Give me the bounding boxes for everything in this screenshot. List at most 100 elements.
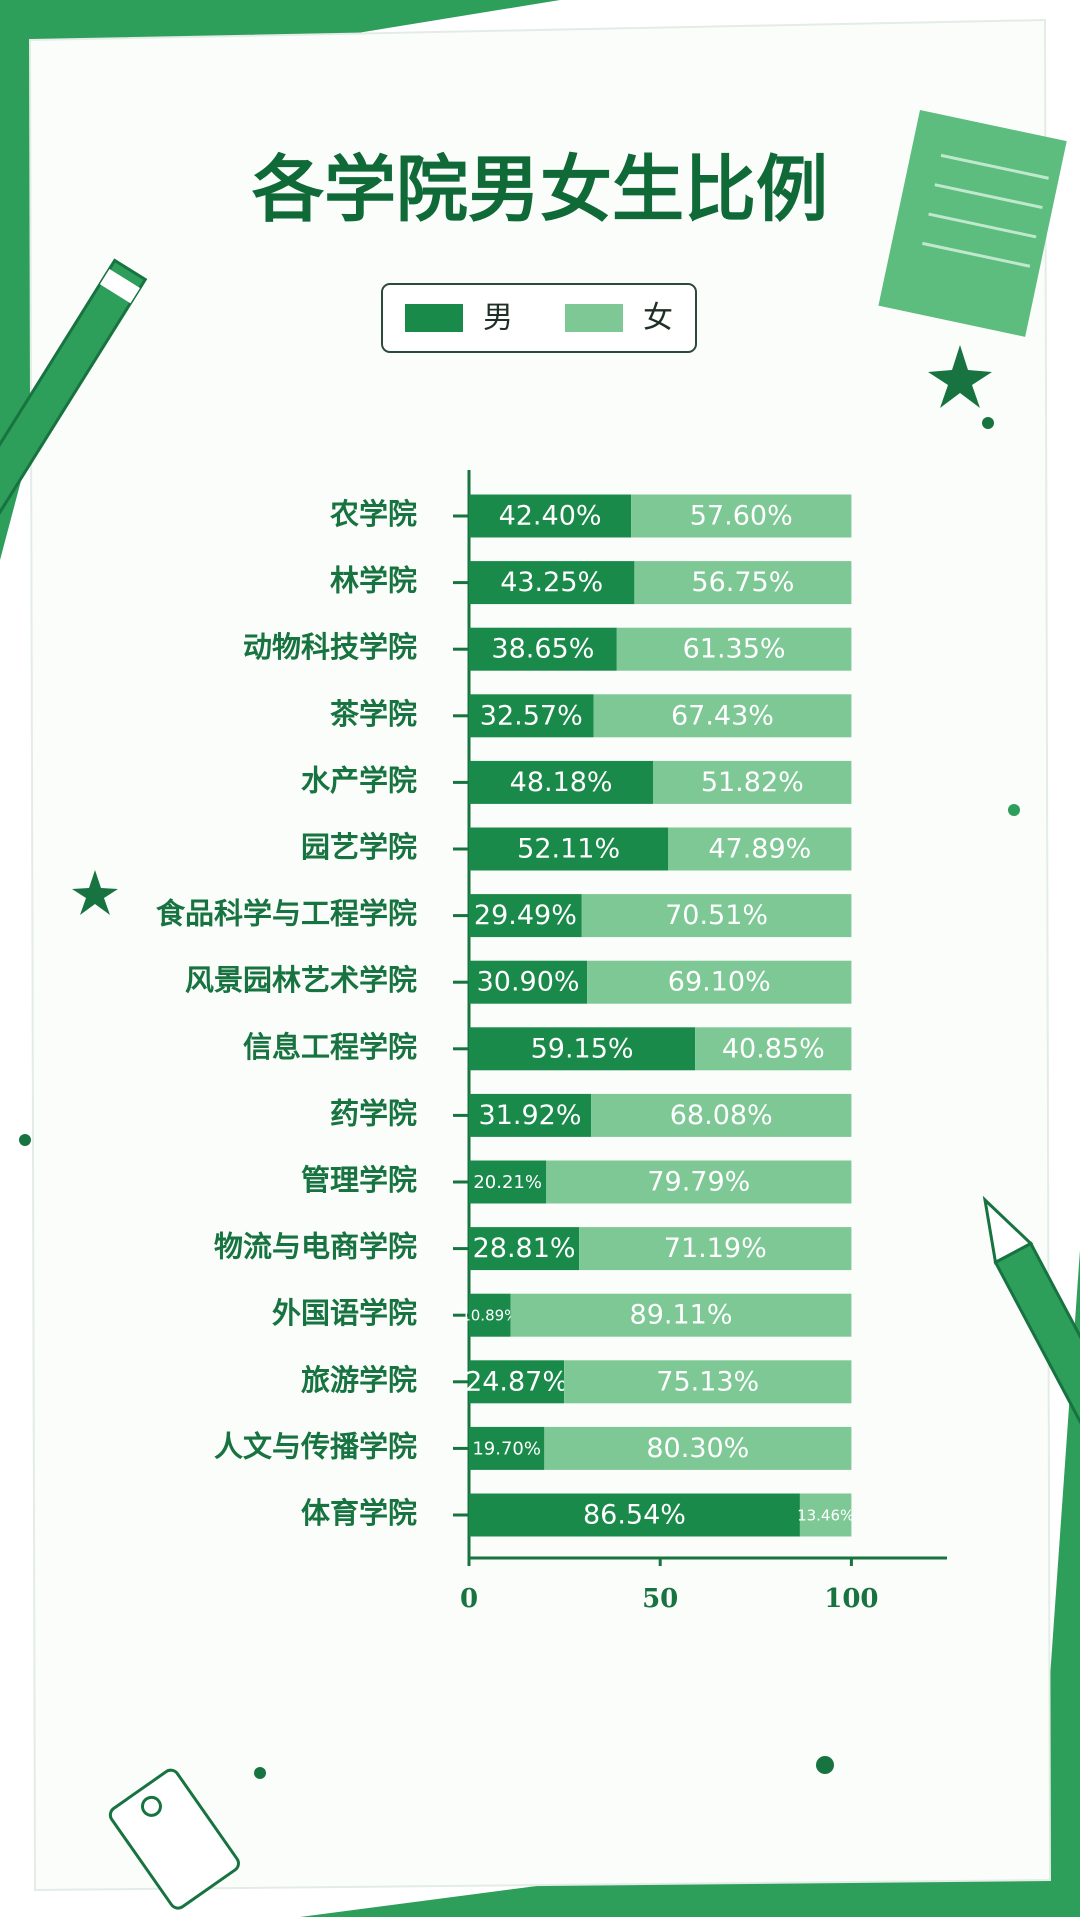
bar-segment <box>469 960 588 1004</box>
bar-segment <box>469 1227 580 1271</box>
legend-label: 男 <box>483 301 513 336</box>
y-tick-label: 茶学院 <box>330 697 417 731</box>
y-tick-label: 体育学院 <box>301 1496 417 1530</box>
bar-segment <box>469 894 582 938</box>
bar-segment <box>668 827 852 871</box>
bar-segment <box>469 760 654 804</box>
legend-swatch <box>405 304 463 332</box>
y-tick-label: 药学院 <box>330 1096 417 1130</box>
bar-segment <box>799 1493 852 1537</box>
bar-segment <box>653 760 852 804</box>
bar-segment <box>469 494 632 538</box>
value-label: 61.35% <box>683 634 786 665</box>
bar-segment <box>469 1160 547 1204</box>
value-label: 59.15% <box>531 1033 634 1064</box>
notebook <box>878 110 1067 337</box>
star <box>928 345 992 408</box>
pencil <box>0 258 148 537</box>
value-label: 48.18% <box>510 767 613 798</box>
bar-segment <box>587 960 852 1004</box>
bar-segment <box>634 561 852 605</box>
value-label: 28.81% <box>473 1233 576 1264</box>
y-tick-label: 旅游学院 <box>301 1363 417 1397</box>
value-label: 68.08% <box>670 1100 773 1131</box>
value-label: 75.13% <box>656 1366 759 1397</box>
value-label: 38.65% <box>491 634 594 665</box>
value-label: 69.10% <box>668 967 771 998</box>
y-tick-label: 园艺学院 <box>301 830 417 864</box>
value-label: 43.25% <box>500 567 603 598</box>
pencil <box>982 1195 1080 1547</box>
bar-segment <box>564 1360 852 1404</box>
bar-segment <box>593 694 852 738</box>
bar-segment <box>616 627 852 671</box>
y-tick-label: 物流与电商学院 <box>214 1230 417 1264</box>
y-tick-label: 农学院 <box>329 497 417 531</box>
tag <box>108 1768 240 1910</box>
dot <box>982 417 994 429</box>
bar-segment <box>544 1426 852 1470</box>
value-label: 19.70% <box>472 1438 541 1459</box>
bar-segment <box>469 1426 545 1470</box>
value-label: 80.30% <box>646 1433 749 1464</box>
y-tick-label: 风景园林艺术学院 <box>185 963 417 997</box>
bar-segment <box>695 1027 852 1071</box>
chart-title: 各学院男女生比例 <box>252 148 828 232</box>
value-label: 32.57% <box>480 700 583 731</box>
value-label: 51.82% <box>701 767 804 798</box>
legend-label: 女 <box>643 301 673 336</box>
y-tick-label: 食品科学与工程学院 <box>156 897 417 931</box>
value-label: 30.90% <box>477 967 580 998</box>
value-label: 20.21% <box>473 1172 542 1193</box>
value-label: 24.87% <box>465 1366 568 1397</box>
x-tick-label: 0 <box>460 1584 478 1614</box>
value-label: 47.89% <box>708 834 811 865</box>
x-tick-label: 100 <box>824 1584 878 1614</box>
value-label: 42.40% <box>499 501 602 532</box>
bar-segment <box>469 827 669 871</box>
dot <box>254 1767 266 1779</box>
value-label: 40.85% <box>722 1033 825 1064</box>
bar-segment <box>469 1293 511 1337</box>
bar-segment <box>469 627 617 671</box>
value-label: 13.46% <box>797 1507 854 1525</box>
bar-segment <box>546 1160 852 1204</box>
bar-segment <box>469 1493 800 1537</box>
value-label: 56.75% <box>691 567 794 598</box>
legend-box <box>381 283 697 353</box>
y-tick-label: 外国语学院 <box>272 1296 417 1330</box>
value-label: 79.79% <box>647 1167 750 1198</box>
bar-segment <box>469 1027 696 1071</box>
value-label: 67.43% <box>671 700 774 731</box>
bar-segment <box>581 894 852 938</box>
dot <box>1008 804 1020 816</box>
value-label: 57.60% <box>690 501 793 532</box>
dot <box>19 1134 31 1146</box>
value-label: 89.11% <box>630 1300 733 1331</box>
value-label: 31.92% <box>479 1100 582 1131</box>
bar-segment <box>469 561 635 605</box>
bar-segment <box>579 1227 852 1271</box>
y-tick-label: 动物科技学院 <box>243 630 417 664</box>
bar-segment <box>631 494 852 538</box>
bar-segment <box>469 694 594 738</box>
value-label: 52.11% <box>517 834 620 865</box>
star <box>72 870 118 915</box>
value-label: 71.19% <box>664 1233 767 1264</box>
value-label: 10.89% <box>461 1307 518 1325</box>
paper <box>28 18 1052 1892</box>
bar-segment <box>510 1293 852 1337</box>
value-label: 29.49% <box>474 900 577 931</box>
x-tick-label: 50 <box>642 1584 678 1614</box>
bar-segment <box>591 1093 852 1137</box>
bar-segment <box>469 1093 592 1137</box>
y-tick-label: 人文与传播学院 <box>214 1429 417 1463</box>
dot <box>816 1756 834 1774</box>
y-tick-label: 水产学院 <box>301 763 417 797</box>
y-tick-label: 林学院 <box>330 564 417 598</box>
y-tick-label: 管理学院 <box>301 1163 417 1197</box>
value-label: 70.51% <box>665 900 768 931</box>
bar-segment <box>469 1360 565 1404</box>
legend-swatch <box>565 304 623 332</box>
